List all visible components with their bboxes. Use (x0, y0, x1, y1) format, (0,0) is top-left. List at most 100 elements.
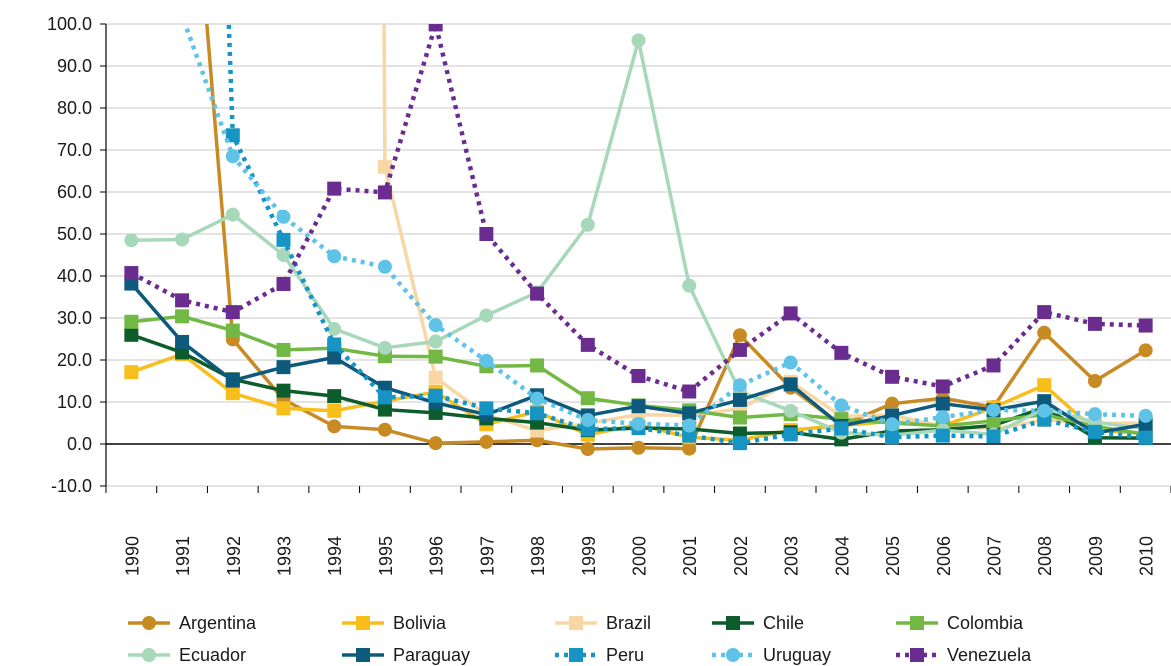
data-point (276, 276, 291, 291)
data-point (377, 185, 392, 200)
data-point (986, 429, 1001, 444)
data-point (732, 392, 747, 407)
data-point (175, 293, 190, 308)
data-point (569, 648, 583, 662)
data-point (986, 413, 1001, 428)
x-tick-label: 2002 (731, 536, 751, 576)
data-point (327, 321, 342, 336)
data-point (1138, 343, 1153, 358)
data-point (1037, 325, 1052, 340)
x-axis-ticks: 1990 1991 1992 1993 1994 1995 1996 1997 1998 1999… (122, 536, 1156, 576)
y-tick-label: 40.0 (57, 266, 92, 286)
legend-item-chile: Chile (712, 613, 804, 633)
data-point (377, 422, 392, 437)
data-point (631, 368, 646, 383)
legend-item-venezuela: Venezuela (896, 645, 1032, 665)
data-point (910, 616, 924, 630)
data-point (142, 616, 156, 630)
data-point (682, 406, 697, 421)
series-venezuela (124, 24, 1153, 399)
data-point (580, 391, 595, 406)
data-point (225, 207, 240, 222)
data-point (225, 128, 240, 143)
data-point (783, 355, 798, 370)
data-point (142, 648, 156, 662)
y-tick-label: 100.0 (47, 14, 92, 34)
data-point (428, 318, 443, 333)
data-point (732, 328, 747, 343)
data-point (327, 389, 342, 404)
data-point (225, 386, 240, 401)
data-point (783, 427, 798, 442)
data-point (682, 384, 697, 399)
legend: Argentina Bolivia Brazil Chile Colombia Ecuad… (128, 613, 1032, 665)
data-point (783, 403, 798, 418)
y-tick-label: 30.0 (57, 308, 92, 328)
data-point (726, 648, 740, 662)
data-point (327, 181, 342, 196)
data-point (428, 24, 443, 32)
data-point (1087, 374, 1102, 388)
data-point (479, 401, 494, 416)
data-point (276, 248, 291, 262)
data-point (377, 402, 392, 417)
data-point (885, 396, 900, 411)
data-point (1138, 430, 1153, 445)
x-tick-label: 2001 (680, 536, 700, 576)
data-point (1037, 305, 1052, 320)
y-tick-label: -10.0 (51, 476, 92, 496)
y-tick-label: 10.0 (57, 392, 92, 412)
data-point (935, 396, 950, 411)
x-tick-label: 2006 (934, 536, 954, 576)
x-tick-label: 1992 (224, 536, 244, 576)
data-point (377, 340, 392, 355)
x-tick-label: 1999 (579, 536, 599, 576)
data-point (124, 365, 139, 380)
data-point (834, 421, 849, 436)
x-tick-label: 1996 (427, 536, 447, 576)
x-tick-label: 2007 (985, 536, 1005, 576)
data-point (276, 209, 291, 224)
data-point (580, 337, 595, 352)
y-tick-label: 80.0 (57, 98, 92, 118)
data-point (935, 410, 950, 425)
data-point (428, 334, 443, 349)
data-point (276, 232, 291, 247)
data-point (479, 353, 494, 368)
x-tick-label: 1998 (528, 536, 548, 576)
data-point (124, 233, 139, 248)
legend-item-brazil: Brazil (555, 613, 651, 633)
data-point (580, 413, 595, 428)
legend-label: Paraguay (393, 645, 470, 665)
series-line (130, 24, 1146, 394)
data-point (428, 370, 443, 385)
y-tick-label: 70.0 (57, 140, 92, 160)
legend-label: Ecuador (179, 645, 246, 665)
data-point (631, 416, 646, 431)
data-point (327, 403, 342, 418)
legend-item-colombia: Colombia (896, 613, 1024, 633)
data-point (428, 349, 443, 364)
legend-label: Argentina (179, 613, 257, 633)
data-point (834, 398, 849, 413)
data-point (428, 436, 443, 451)
data-point (631, 33, 646, 48)
legend-label: Brazil (606, 613, 651, 633)
series-uruguay (182, 24, 1153, 433)
x-tick-label: 2008 (1035, 536, 1055, 576)
x-tick-label: 1991 (173, 536, 193, 576)
y-tick-label: 0.0 (67, 434, 92, 454)
data-point (479, 434, 494, 449)
data-point (124, 314, 139, 329)
legend-label: Uruguay (763, 645, 831, 665)
data-point (783, 377, 798, 392)
x-tick-label: 1995 (376, 536, 396, 576)
x-tick-label: 2005 (883, 536, 903, 576)
legend-label: Colombia (947, 613, 1024, 633)
data-point (175, 232, 190, 247)
x-tick-label: 1997 (477, 536, 497, 576)
data-point (986, 358, 1001, 373)
data-point (1037, 403, 1052, 418)
y-tick-label: 50.0 (57, 224, 92, 244)
